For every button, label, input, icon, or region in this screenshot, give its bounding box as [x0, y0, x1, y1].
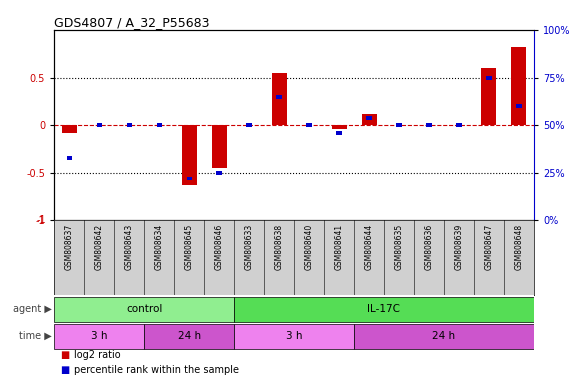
Bar [127, 124, 132, 127]
Text: GSM808648: GSM808648 [514, 223, 524, 270]
Text: GSM808643: GSM808643 [124, 223, 134, 270]
Bar [367, 116, 372, 120]
Text: GSM808635: GSM808635 [395, 223, 404, 270]
Text: agent ▶: agent ▶ [13, 304, 51, 314]
Text: ■: ■ [60, 350, 69, 360]
Bar [54, 297, 234, 321]
Bar [272, 73, 287, 125]
Bar [144, 324, 234, 349]
Bar [67, 156, 72, 160]
Text: GSM808636: GSM808636 [424, 223, 433, 270]
Text: GSM808637: GSM808637 [65, 223, 74, 270]
Bar [486, 76, 492, 80]
Bar [427, 124, 432, 127]
Text: log2 ratio: log2 ratio [74, 350, 121, 360]
Text: GDS4807 / A_32_P55683: GDS4807 / A_32_P55683 [54, 16, 210, 29]
Bar [234, 297, 534, 321]
Text: percentile rank within the sample: percentile rank within the sample [74, 365, 239, 375]
Bar [156, 124, 162, 127]
Text: GSM808640: GSM808640 [304, 223, 313, 270]
Text: time ▶: time ▶ [19, 331, 51, 341]
Text: GSM808642: GSM808642 [95, 223, 104, 270]
Bar [54, 324, 144, 349]
Text: 24 h: 24 h [432, 331, 456, 341]
Text: control: control [126, 304, 162, 314]
Text: GSM808639: GSM808639 [455, 223, 464, 270]
Bar [512, 48, 526, 125]
Bar [216, 171, 222, 175]
Bar [234, 324, 354, 349]
Text: GSM808641: GSM808641 [335, 223, 344, 270]
Bar [247, 124, 252, 127]
Bar [336, 131, 341, 135]
Text: GSM808634: GSM808634 [155, 223, 164, 270]
Text: 3 h: 3 h [286, 331, 302, 341]
Text: ■: ■ [60, 365, 69, 375]
Bar [62, 125, 77, 133]
Text: 3 h: 3 h [91, 331, 107, 341]
Bar [456, 124, 461, 127]
Text: GSM808647: GSM808647 [484, 223, 493, 270]
Text: IL-17C: IL-17C [368, 304, 400, 314]
Bar [332, 125, 347, 129]
Bar [481, 68, 496, 125]
Bar [182, 125, 196, 185]
Text: 24 h: 24 h [178, 331, 200, 341]
Bar [361, 114, 376, 125]
Text: GSM808644: GSM808644 [364, 223, 373, 270]
Bar [516, 104, 521, 108]
Text: GSM808633: GSM808633 [244, 223, 254, 270]
Bar [396, 124, 401, 127]
Bar [354, 324, 534, 349]
Bar [212, 125, 227, 168]
Text: GSM808646: GSM808646 [215, 223, 224, 270]
Text: GSM808638: GSM808638 [275, 223, 284, 270]
Text: GSM808645: GSM808645 [184, 223, 194, 270]
Text: -1: -1 [37, 215, 46, 225]
Bar [276, 95, 282, 99]
Bar [307, 124, 312, 127]
Bar [187, 177, 192, 180]
Bar [96, 124, 102, 127]
